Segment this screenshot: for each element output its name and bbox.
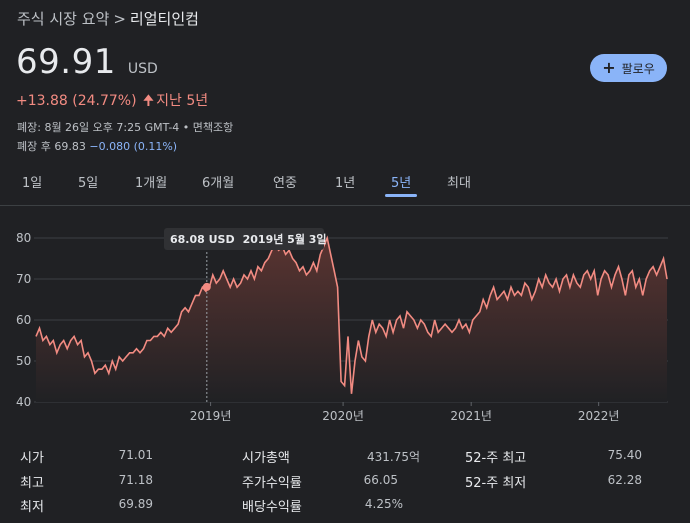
price-line [35,235,668,394]
tooltip-date: 2019년 5월 3일 [243,232,327,246]
breadcrumb-current: 리얼티인컴 [129,10,199,28]
stat-value-high: 71.18 [118,473,153,487]
y-tick-label: 40 [16,395,31,409]
tab-max[interactable]: 최대 [447,176,471,191]
after-hours-info: 폐장 후 69.83 −0.080 (0.11%) [17,138,177,154]
price-change-period: 지난 5년 [156,93,209,109]
active-tab-indicator [385,194,417,197]
after-hours-price: 69.83 [54,140,86,153]
tab-1d[interactable]: 1일 [22,176,43,191]
breadcrumb: 주식 시장 요약 > 리얼티인컴 [17,8,199,29]
x-axis: 2019년 2020년 2021년 2022년 [190,402,620,423]
breadcrumb-separator: > [113,10,126,28]
price-area [36,238,667,402]
after-hours-label: 폐장 후 [17,140,51,153]
y-tick-label: 80 [16,231,31,245]
breadcrumb-parent-link[interactable]: 주식 시장 요약 [17,10,110,28]
current-price: 69.91 [16,42,116,82]
tooltip-box [164,228,324,250]
stat-value-market-cap: 431.75억 [366,450,420,464]
tab-1m[interactable]: 1개월 [135,176,168,191]
y-tick-label: 70 [16,272,31,286]
stat-label-high: 최고 [20,476,44,491]
price-change-value: +13.88 (24.77%) [16,93,137,109]
price-change: +13.88 (24.77%) 🠉 지난 5년 [16,90,208,114]
follow-button-label: 팔로우 [621,61,655,76]
tooltip: 68.08 USD 2019년 5월 3일 [164,228,327,402]
tooltip-text: 68.08 USD 2019년 5월 3일 [170,232,327,246]
stat-value-52w-high: 75.40 [607,448,642,462]
currency-label: USD [127,61,158,77]
tab-6m[interactable]: 6개월 [202,176,235,191]
stat-label-low: 최저 [20,500,44,515]
y-tick-label: 50 [16,354,31,368]
close-info: 폐장: 8월 26일 오후 7:25 GMT-4 • 면책조항 [17,121,234,134]
plus-icon: + [602,58,616,77]
tooltip-point [202,282,211,291]
x-tick-label: 2019년 [190,409,232,423]
tab-5y[interactable]: 5년 [391,176,412,191]
tab-5d[interactable]: 5일 [78,176,99,191]
y-tick-label: 60 [16,313,31,327]
stat-label-52w-low: 52-주 최저 [465,476,527,491]
divider [0,205,690,206]
stat-label-pe-ratio: 주가수익률 [242,476,302,491]
x-tick-label: 2021년 [450,409,492,423]
range-tabs: 1일 5일 1개월 6개월 연중 1년 5년 최대 [0,172,690,194]
stat-value-pe-ratio: 66.05 [363,473,398,487]
x-tick-label: 2022년 [578,409,620,423]
arrow-up-icon: 🠉 [142,93,155,109]
follow-button[interactable]: + 팔로우 [590,54,667,82]
stat-label-dividend-yield: 배당수익률 [242,500,302,515]
after-hours-change: −0.080 (0.11%) [89,140,178,153]
stat-value-52w-low: 62.28 [607,473,642,487]
x-tick-label: 2020년 [322,409,364,423]
tab-1y[interactable]: 1년 [335,176,356,191]
stat-value-open: 71.01 [118,448,153,462]
y-axis: 80 70 60 50 40 [16,231,31,409]
tooltip-price: 68.08 USD [170,233,235,246]
tab-ytd[interactable]: 연중 [273,176,297,191]
price-chart[interactable]: 80 70 60 50 40 2019년 2020년 2021년 2022년 68.08 US… [0,220,690,430]
stat-label-market-cap: 시가총액 [242,451,290,466]
stat-label-52w-high: 52-주 최고 [465,451,527,466]
stat-value-low: 69.89 [118,497,153,511]
stat-label-open: 시가 [20,451,44,466]
stat-value-dividend-yield: 4.25% [364,497,403,511]
price-row: 69.91 USD [16,42,158,82]
